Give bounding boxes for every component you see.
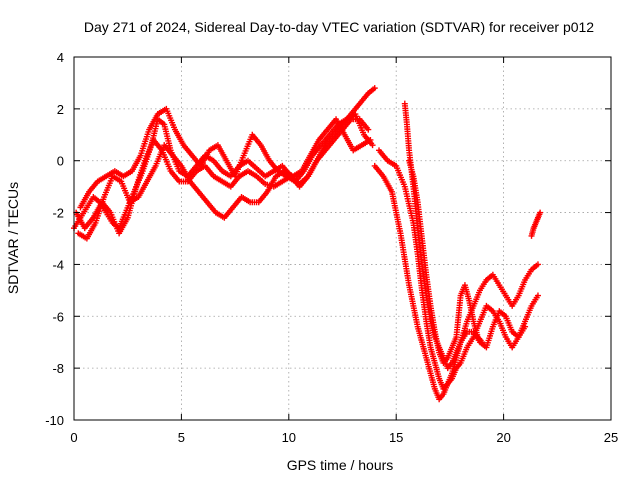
data-point-marker bbox=[522, 323, 529, 330]
y-tick-label: -6 bbox=[52, 309, 64, 324]
plot-frame bbox=[73, 56, 612, 421]
x-tick-label: 5 bbox=[178, 430, 185, 445]
axis-ticks: 0 5 10 15 20 25 -10 -8 -6 -4 -2 0 2 4 bbox=[45, 50, 618, 445]
y-tick-label: -8 bbox=[52, 361, 64, 376]
y-tick-label: 0 bbox=[57, 154, 64, 169]
x-tick-label: 0 bbox=[70, 430, 77, 445]
y-tick-label: 4 bbox=[57, 50, 64, 65]
y-tick-label: -4 bbox=[52, 257, 64, 272]
data-point-marker bbox=[534, 261, 541, 268]
data-point-marker bbox=[369, 142, 376, 149]
chart-title: Day 271 of 2024, Sidereal Day-to-day VTE… bbox=[84, 19, 594, 35]
x-tick-label: 15 bbox=[389, 430, 403, 445]
x-tick-label: 20 bbox=[496, 430, 510, 445]
y-axis-label: SDTVAR / TECUs bbox=[5, 182, 21, 294]
x-tick-label: 25 bbox=[604, 430, 618, 445]
data-point-marker bbox=[537, 209, 544, 216]
y-tick-label: -10 bbox=[45, 413, 64, 428]
grid-lines bbox=[74, 57, 611, 420]
data-point-marker bbox=[534, 292, 541, 299]
data-point-marker bbox=[365, 126, 372, 133]
x-axis-label: GPS time / hours bbox=[287, 457, 394, 473]
data-point-marker bbox=[371, 85, 378, 92]
data-point-marker bbox=[479, 339, 486, 346]
data-points bbox=[71, 85, 544, 403]
x-tick-label: 10 bbox=[282, 430, 296, 445]
y-tick-label: 2 bbox=[57, 102, 64, 117]
y-tick-label: -2 bbox=[52, 206, 64, 221]
